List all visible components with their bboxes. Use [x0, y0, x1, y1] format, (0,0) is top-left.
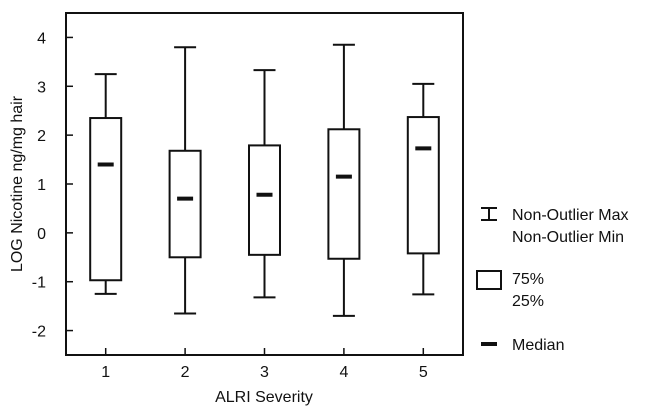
iqr-box [406, 116, 440, 255]
legend-label: Non-Outlier Min [512, 229, 624, 246]
y-axis: -2 -1 0 1 2 3 4 [32, 30, 73, 341]
y-tick-label: -2 [32, 324, 46, 341]
y-tick-label: 0 [37, 226, 46, 243]
y-tick-label: 1 [37, 177, 46, 194]
y-axis-title: LOG Nicotine ng/mg hair [9, 95, 26, 272]
legend-entry-median: Median [481, 337, 564, 354]
y-tick-label: -1 [32, 275, 46, 292]
x-tick-label: 4 [339, 364, 348, 381]
x-tick-label: 5 [419, 364, 428, 381]
legend-box-icon [476, 270, 502, 290]
y-tick-label: 4 [37, 30, 46, 47]
box-5 [406, 82, 440, 296]
legend-label: 75% [512, 271, 544, 288]
iqr-box [327, 128, 361, 260]
iqr-box [168, 149, 202, 259]
x-tick-label: 3 [260, 364, 269, 381]
box-1 [89, 73, 123, 295]
legend-label: Median [512, 337, 564, 354]
legend-entry-box: 75%25% [476, 270, 544, 310]
box-4 [327, 43, 361, 317]
x-tick-label: 2 [181, 364, 190, 381]
x-axis: 1 2 3 4 5 [101, 348, 428, 381]
y-tick-label: 3 [37, 79, 46, 96]
box-2 [168, 46, 202, 315]
box-3 [248, 69, 281, 299]
y-tick-label: 2 [37, 128, 46, 145]
iqr-box [89, 117, 123, 282]
boxes-group [89, 43, 440, 317]
legend-label: 25% [512, 293, 544, 310]
plot-area: -2 -1 0 1 2 3 4 1 2 3 4 5 [32, 12, 464, 381]
iqr-box [248, 144, 281, 256]
legend-entry-whisker: Non-Outlier Max Non-Outlier Min [481, 207, 628, 246]
x-axis-title: ALRI Severity [215, 389, 313, 406]
legend-label: Non-Outlier Max [512, 207, 628, 224]
x-tick-label: 1 [101, 364, 110, 381]
